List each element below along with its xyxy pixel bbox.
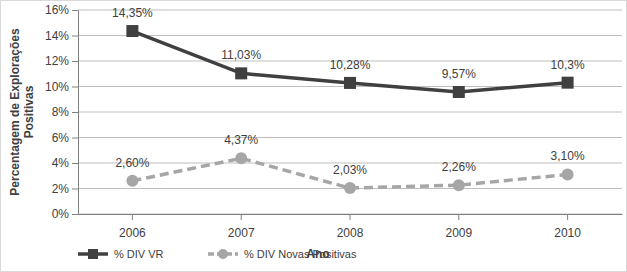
y-tick-label: 14% (45, 29, 69, 43)
x-axis: 2006 2007 2008 2009 2010 (79, 214, 623, 240)
data-label: 2,26% (442, 160, 476, 174)
grid-line (78, 112, 622, 113)
y-axis-title-line: Positivas (22, 85, 36, 138)
data-label: 2,60% (115, 156, 149, 170)
data-point (562, 77, 574, 89)
y-tick: 2% (52, 182, 78, 196)
data-point (453, 86, 465, 98)
data-point (344, 77, 356, 89)
legend-label: % DIV Novas Positivas (244, 248, 357, 260)
legend-marker-group (218, 249, 228, 259)
data-point (562, 168, 574, 180)
plot: 0%2%4%6%8%10%12%14%16%200620072008200920… (45, 3, 623, 239)
y-tick-mark (72, 87, 78, 88)
marker-group (453, 179, 465, 191)
x-tick-label: 2010 (554, 226, 581, 240)
x-tick-mark (458, 214, 459, 220)
grid-line (78, 10, 622, 11)
y-tick: 16% (45, 3, 78, 17)
y-tick-label: 12% (45, 54, 69, 68)
marker-group (235, 152, 247, 164)
y-tick-mark (72, 138, 78, 139)
marker-group (344, 77, 356, 89)
legend: % DIV VR % DIV Novas Positivas (78, 248, 357, 260)
marker-group (235, 67, 247, 79)
x-tick-mark (132, 214, 133, 220)
legend-entry: % DIV Novas Positivas (208, 248, 357, 260)
y-tick-mark (72, 10, 78, 11)
marker-group (126, 175, 138, 187)
data-label: 10,3% (551, 58, 585, 72)
x-tick-label: 2007 (228, 226, 255, 240)
y-tick-mark (72, 112, 78, 113)
grid-line (78, 137, 622, 138)
marker-group (562, 168, 574, 180)
data-label: 11,03% (221, 48, 261, 62)
y-tick-label: 8% (52, 105, 70, 119)
data-label: 4,37% (224, 133, 258, 147)
y-tick: 6% (52, 131, 78, 145)
x-tick-label: 2006 (119, 226, 146, 240)
x-tick-label: 2008 (337, 226, 364, 240)
data-point (126, 175, 138, 187)
x-tick: 2010 (554, 214, 581, 240)
y-tick: 14% (45, 29, 78, 43)
x-tick: 2008 (337, 214, 364, 240)
x-tick: 2006 (119, 214, 146, 240)
data-point (453, 179, 465, 191)
data-point (235, 152, 247, 164)
legend-marker (218, 249, 228, 259)
y-tick-mark (72, 61, 78, 62)
y-tick: 12% (45, 54, 78, 68)
series-line (132, 31, 567, 92)
legend-marker-group (88, 249, 98, 259)
marker-group (562, 77, 574, 89)
data-point (126, 25, 138, 37)
data-label: 14,35% (112, 6, 153, 20)
y-tick-label: 6% (52, 131, 70, 145)
y-tick-mark (72, 189, 78, 190)
legend-marker (88, 249, 98, 259)
chart: 0%2%4%6%8%10%12%14%16%200620072008200920… (0, 0, 627, 272)
y-axis-title: Percentagem de ExploraçõesPositivas (8, 28, 36, 196)
x-tick-mark (567, 214, 568, 220)
y-axis-line (78, 11, 79, 215)
y-tick-mark (72, 163, 78, 164)
x-tick-label: 2009 (445, 226, 472, 240)
marker-group (126, 25, 138, 37)
grid-line (78, 35, 622, 36)
x-tick-mark (241, 214, 242, 220)
y-tick-label: 16% (45, 3, 69, 17)
y-tick: 0% (52, 207, 78, 221)
y-tick-label: 10% (45, 80, 69, 94)
y-tick-label: 4% (52, 156, 70, 170)
y-tick-label: 0% (52, 207, 70, 221)
y-tick: 4% (52, 156, 78, 170)
y-axis-title-line: Percentagem de Explorações (8, 28, 22, 196)
y-axis: 0% 2% 4% 6% 8% 10% 12% 14% 16% (45, 3, 79, 221)
marker-group (453, 86, 465, 98)
chart-border (1, 1, 627, 272)
data-label: 10,28% (330, 58, 371, 72)
y-tick-mark (72, 36, 78, 37)
data-label: 2,03% (333, 163, 367, 177)
y-tick: 10% (45, 80, 78, 94)
data-point (344, 182, 356, 194)
legend-label: % DIV VR (114, 248, 164, 260)
x-tick: 2007 (228, 214, 255, 240)
data-label: 9,57% (442, 67, 476, 81)
grid (78, 10, 622, 214)
marker-group (344, 182, 356, 194)
data-label: 3,10% (551, 149, 585, 163)
series-group (126, 25, 573, 194)
data-labels: 14,35% 11,03% 10,28% 9,57% 10,3% 2,60% 4,37% 2,… (112, 6, 585, 177)
data-point (235, 67, 247, 79)
y-tick: 8% (52, 105, 78, 119)
legend-entry: % DIV VR (78, 248, 164, 260)
x-tick-mark (350, 214, 351, 220)
y-tick-label: 2% (52, 182, 70, 196)
x-tick: 2009 (445, 214, 472, 240)
y-tick-mark (72, 214, 78, 215)
